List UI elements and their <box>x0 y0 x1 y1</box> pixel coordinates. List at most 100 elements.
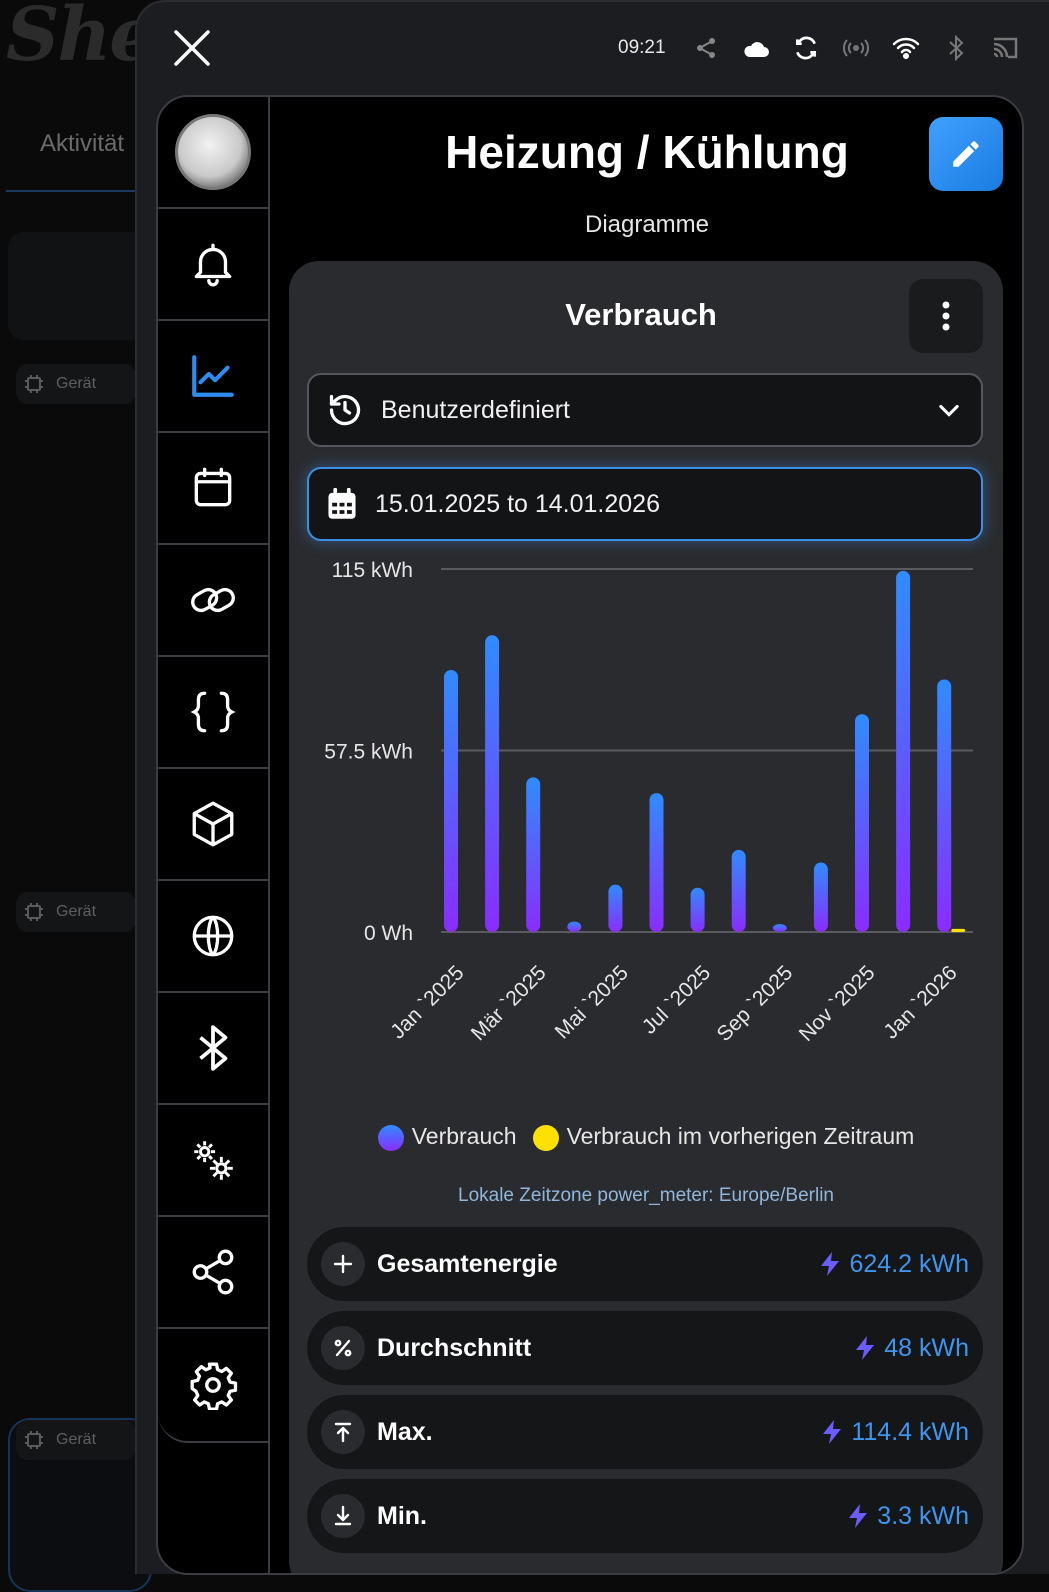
percent-icon <box>321 1326 365 1370</box>
bluetooth-icon <box>199 1025 228 1071</box>
calendar-icon <box>194 467 232 507</box>
legend-item-previous[interactable]: Verbrauch im vorherigen Zeitraum <box>532 1123 914 1151</box>
date-range-value: 15.01.2025 to 14.01.2026 <box>375 489 660 518</box>
background-card <box>8 232 148 340</box>
more-options-button[interactable] <box>909 279 983 353</box>
consumption-chart: 115 kWh 57.5 kWh 0 Wh Jan `2025 Mär `2025 Mai… <box>289 557 1003 1117</box>
gears-icon <box>194 1141 233 1180</box>
bar-jan-2026[interactable] <box>937 679 952 932</box>
close-icon <box>174 30 210 66</box>
legend-item-current[interactable]: Verbrauch <box>377 1123 517 1151</box>
chip-label: Gerät <box>56 375 97 392</box>
bolt-icon <box>849 1504 868 1528</box>
sidebar-item-notifications[interactable] <box>158 209 268 321</box>
edit-button[interactable] <box>929 117 1003 191</box>
background-logo: She <box>6 0 156 78</box>
stat-value-text: 114.4 kWh <box>851 1417 969 1446</box>
broadcast-icon <box>840 32 872 64</box>
chip-icon <box>25 903 43 921</box>
y-tick-label: 115 kWh <box>332 559 413 582</box>
stat-max: Max. 114.4 kWh <box>307 1395 983 1469</box>
sidebar <box>158 97 270 1443</box>
status-time: 09:21 <box>618 37 666 58</box>
background-chip: Gerät <box>16 892 136 932</box>
more-vertical-icon <box>942 301 950 331</box>
legend-label-current: Verbrauch <box>411 1123 517 1149</box>
chart-legend: Verbrauch Verbrauch im vorherigen Zeitra… <box>289 1123 1003 1151</box>
sync-icon <box>790 32 822 64</box>
min-icon <box>321 1494 365 1538</box>
stat-value: 3.3 kWh <box>847 1502 969 1531</box>
bar-jun-2025[interactable] <box>649 793 664 932</box>
stat-value: 624.2 kWh <box>819 1250 969 1279</box>
bar-apr-2025[interactable] <box>567 921 582 932</box>
bolt-icon <box>856 1336 875 1360</box>
sidebar-item-calendar[interactable] <box>158 433 268 545</box>
chip-label: Gerät <box>56 903 97 920</box>
sidebar-item-settings[interactable] <box>158 1329 268 1441</box>
background-tab-indicator <box>6 190 146 192</box>
sidebar-item-links[interactable] <box>158 545 268 657</box>
sidebar-item-device-image[interactable] <box>158 97 268 209</box>
stat-min: Min. 3.3 kWh <box>307 1479 983 1553</box>
x-tick-label: Sep `2025 <box>713 961 798 1046</box>
sidebar-item-network[interactable] <box>158 881 268 993</box>
x-tick-label: Mär `2025 <box>467 961 551 1045</box>
page-subtitle: Diagramme <box>584 211 710 238</box>
close-button[interactable] <box>170 26 214 70</box>
plus-icon <box>321 1242 365 1286</box>
background-chip: Gerät <box>16 364 136 404</box>
sidebar-item-charts[interactable] <box>158 321 268 433</box>
x-tick-label: Nov `2025 <box>795 961 880 1046</box>
sidebar-item-share[interactable] <box>158 1217 268 1329</box>
bar-okt-2025[interactable] <box>813 862 828 932</box>
consumption-card: Verbrauch Benutzerdefiniert 15.01.2025 t… <box>289 261 1003 1573</box>
background-chip: Gerät <box>16 1420 136 1460</box>
pencil-icon <box>953 141 979 167</box>
x-tick-label: Jan `2025 <box>386 961 468 1043</box>
x-tick-label: Jul `2025 <box>638 961 715 1038</box>
bar-previous-jan-2026[interactable] <box>951 928 966 932</box>
max-icon <box>321 1410 365 1454</box>
sidebar-item-scripts[interactable] <box>158 657 268 769</box>
share-icon <box>192 1249 234 1295</box>
chip-icon <box>25 375 43 393</box>
stat-value: 114.4 kWh <box>821 1418 969 1447</box>
bell-icon <box>194 243 232 287</box>
stat-value: 48 kWh <box>854 1334 969 1363</box>
date-range-field[interactable]: 15.01.2025 to 14.01.2026 <box>307 467 983 541</box>
stat-value-text: 3.3 kWh <box>877 1501 969 1530</box>
bar-dez-2025[interactable] <box>896 570 911 932</box>
sidebar-item-advanced-settings[interactable] <box>158 1105 268 1217</box>
bar-mai-2025[interactable] <box>608 884 623 932</box>
stat-value-text: 48 kWh <box>884 1333 969 1362</box>
chip-icon <box>25 1431 43 1449</box>
bar-feb-2025[interactable] <box>485 635 500 932</box>
bar-jul-2025[interactable] <box>690 887 705 932</box>
wifi-icon <box>890 32 922 64</box>
bar-mär-2025[interactable] <box>526 777 541 932</box>
calendar-icon <box>328 488 356 519</box>
period-select[interactable]: Benutzerdefiniert <box>307 373 983 447</box>
chip-label: Gerät <box>56 1431 97 1448</box>
chevron-down-icon <box>939 404 959 417</box>
cast-icon <box>990 32 1022 64</box>
device-thermometer-image <box>175 114 251 190</box>
sidebar-item-components[interactable] <box>158 769 268 881</box>
share-icon <box>690 32 722 64</box>
code-braces-icon <box>190 691 236 733</box>
status-bar: 09:21 <box>600 32 1040 64</box>
bluetooth-icon <box>940 32 972 64</box>
bar-aug-2025[interactable] <box>731 849 746 932</box>
bar-jan-2025[interactable] <box>444 670 458 932</box>
sidebar-divider <box>268 1443 270 1573</box>
sidebar-item-bluetooth[interactable] <box>158 993 268 1105</box>
bar-sep-2025[interactable] <box>772 924 787 932</box>
legend-swatch-current <box>377 1124 404 1151</box>
y-tick-label: 57.5 kWh <box>324 741 413 764</box>
bar-nov-2025[interactable] <box>855 714 869 932</box>
x-tick-label: Jan `2026 <box>879 961 961 1043</box>
timezone-note: Lokale Zeitzone power_meter: Europe/Berl… <box>458 1185 834 1206</box>
cube-icon <box>192 801 234 847</box>
